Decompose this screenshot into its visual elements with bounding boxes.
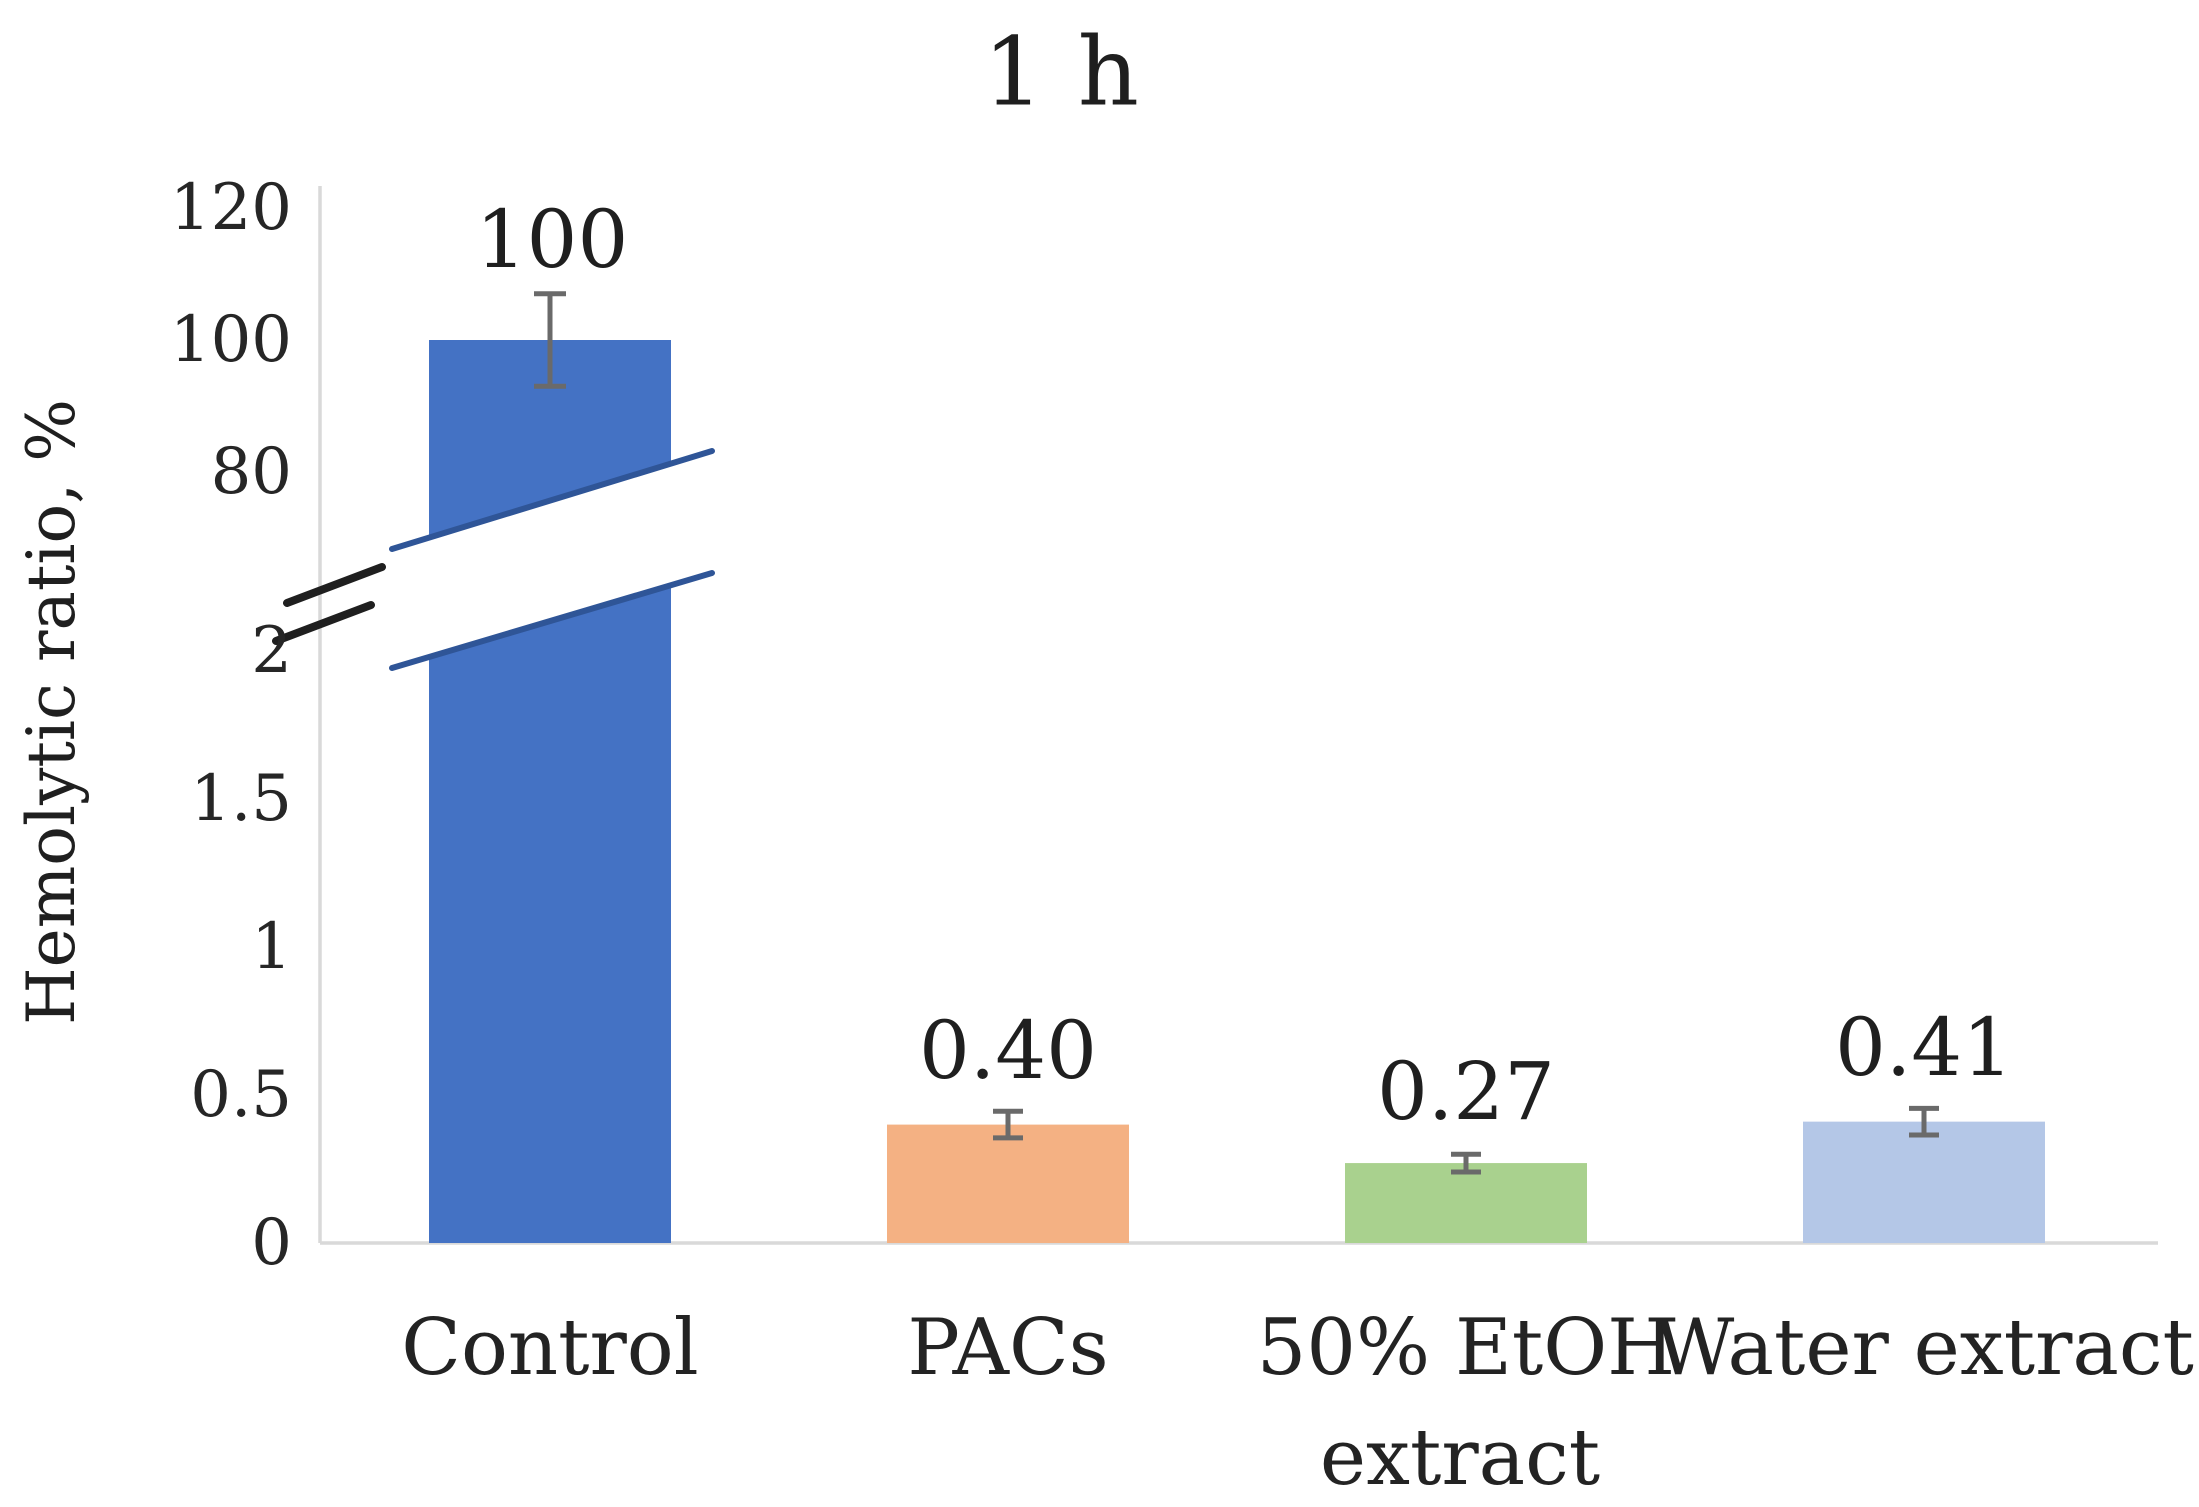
chart-title: 1 h bbox=[983, 17, 1141, 128]
y-tick-label-120: 120 bbox=[169, 171, 292, 245]
y-tick-label-2: 2 bbox=[251, 614, 292, 688]
bar-50-etoh-extract bbox=[1345, 1163, 1587, 1243]
y-tick-label-0-5: 0.5 bbox=[190, 1058, 292, 1132]
axis-break-slash-1 bbox=[283, 563, 386, 607]
bar-value-label-control: 100 bbox=[475, 193, 629, 286]
bar-value-label-water-extract: 0.41 bbox=[1834, 1001, 2014, 1094]
x-category-label-pacs: PACs bbox=[907, 1303, 1109, 1393]
y-tick-label-100: 100 bbox=[169, 303, 292, 377]
y-tick-label-1-5: 1.5 bbox=[190, 762, 292, 836]
x-category-label-water: Water extract bbox=[1654, 1303, 2194, 1393]
y-tick-label-1: 1 bbox=[251, 910, 292, 984]
y-tick-label-0: 0 bbox=[251, 1206, 292, 1280]
x-category-label-etoh-line2: extract bbox=[1319, 1413, 1601, 1503]
x-category-label-control: Control bbox=[401, 1303, 699, 1393]
y-tick-label-80: 80 bbox=[210, 435, 292, 509]
bar-pacs bbox=[887, 1124, 1129, 1243]
axis-break-cut-edge-bottom bbox=[389, 570, 715, 671]
axis-break-band bbox=[392, 451, 712, 668]
axis-break-cut-edge-top bbox=[389, 448, 715, 552]
bar-value-label-pacs: 0.40 bbox=[918, 1004, 1098, 1097]
y-axis-title: Hemolytic ratio, % bbox=[13, 399, 90, 1025]
axis-break-slash-2 bbox=[272, 601, 375, 645]
bar-water-extract bbox=[1803, 1121, 2045, 1243]
x-category-label-etoh-line1: 50% EtOH bbox=[1256, 1303, 1676, 1393]
bar-value-label-etoh-extract: 0.27 bbox=[1376, 1045, 1556, 1138]
